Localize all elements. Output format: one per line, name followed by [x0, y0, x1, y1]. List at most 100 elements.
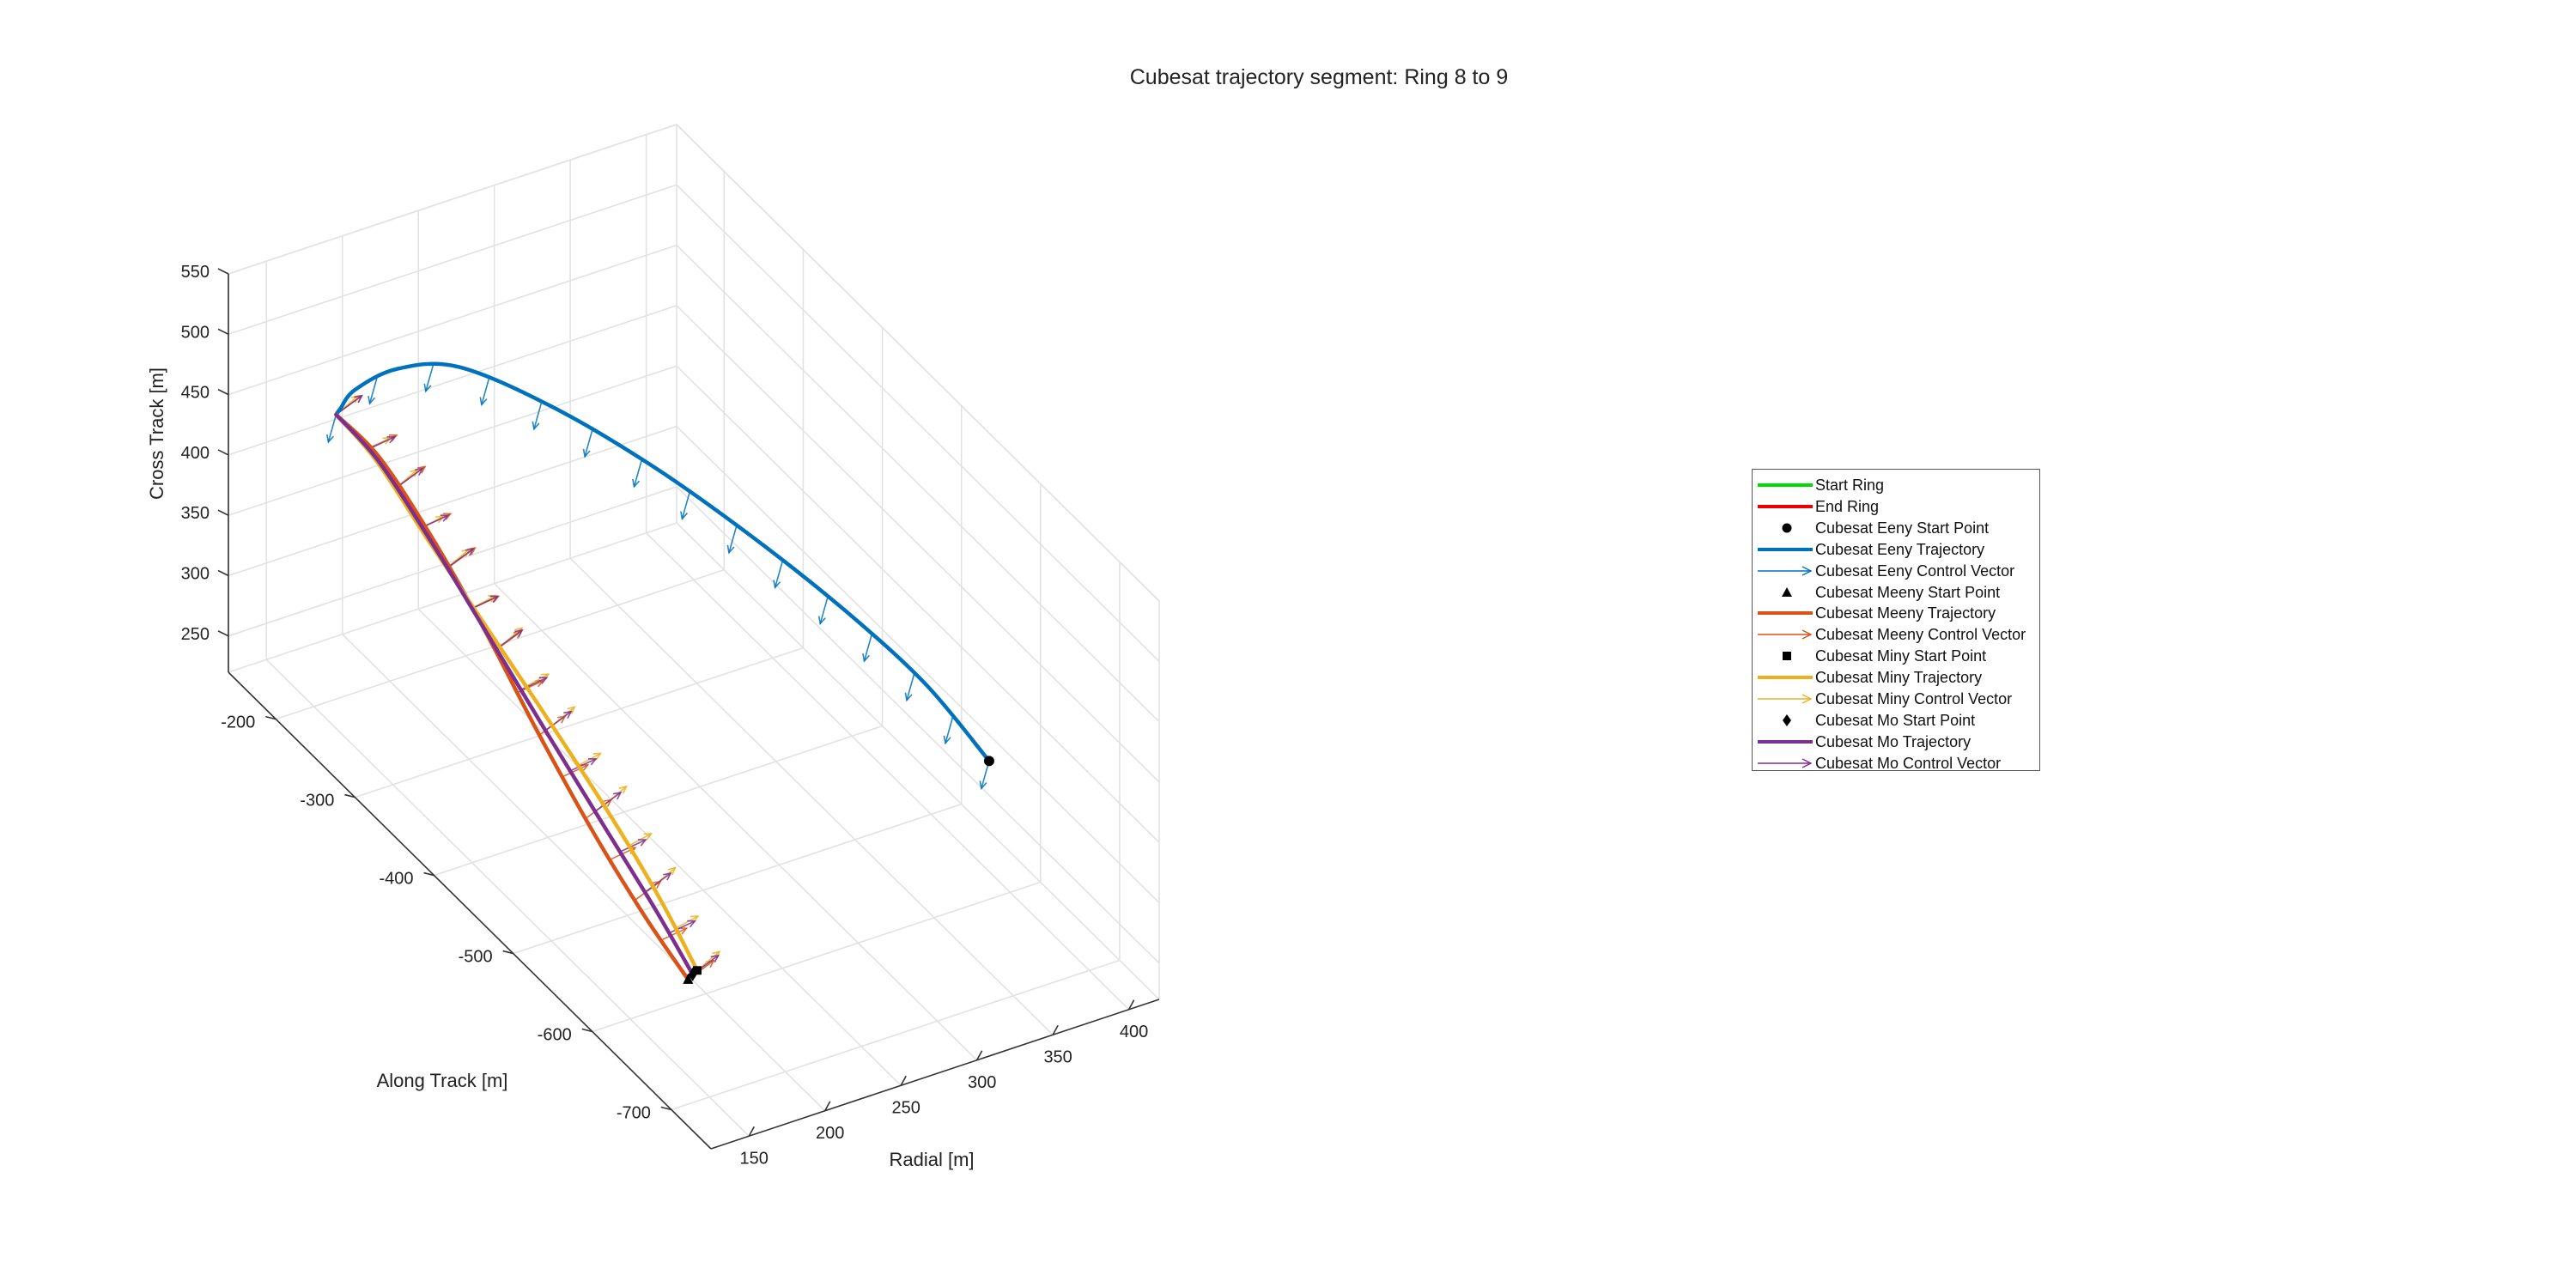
legend-label: Cubesat Eeny Start Point [1815, 519, 1990, 537]
legend-entry: Cubesat Meeny Start Point [1753, 582, 2039, 604]
y-tick-label: -700 [617, 1104, 651, 1123]
legend-swatch [1782, 523, 1792, 533]
start-point-cubesat-miny [692, 966, 702, 975]
legend-label: Cubesat Eeny Control Vector [1815, 562, 2015, 580]
legend-swatch [1758, 758, 1813, 768]
legend-swatch [1758, 739, 1813, 744]
start-markers [683, 756, 994, 984]
legend-entry: Cubesat Mo Trajectory [1753, 732, 2039, 753]
grid-line [434, 725, 883, 877]
legend-label: Cubesat Mo Trajectory [1815, 732, 1971, 750]
legend-swatch [1758, 565, 1813, 576]
control-vector-arrow [680, 491, 691, 521]
x-tick-label: 350 [1043, 1047, 1072, 1066]
x-tick [900, 1075, 907, 1086]
box-edge [676, 124, 1160, 602]
grid-line [671, 959, 1121, 1111]
grid-line [228, 425, 677, 577]
z-tick-label: 250 [181, 625, 210, 644]
start-point-cubesat-eeny [983, 756, 994, 767]
legend-label: Cubesat Miny Start Point [1815, 647, 1987, 665]
grid-line [513, 803, 962, 955]
box-edge [676, 522, 1160, 1000]
legend-swatch [1782, 586, 1792, 597]
control-vector-arrow [471, 595, 500, 610]
y-tick [660, 1106, 672, 1111]
grid-line [676, 245, 1160, 723]
z-tick [217, 388, 229, 396]
box-edge [228, 522, 677, 673]
legend-entry: Cubesat Mo Start Point [1753, 710, 2039, 732]
x-axis-label: Radial [m] [889, 1149, 974, 1170]
grid-line [676, 365, 1160, 843]
box-edge [228, 124, 677, 275]
legend-label: Cubesat Meeny Start Point [1815, 583, 2001, 601]
control-vector-arrow [862, 633, 873, 663]
control-vector-arrow [817, 596, 829, 626]
start-point-cubesat-mo [688, 967, 697, 981]
legend-entry: Cubesat Eeny Trajectory [1753, 539, 2039, 561]
y-tick [265, 715, 276, 720]
legend-swatch [1758, 629, 1813, 640]
control-vector-arrow [368, 375, 379, 405]
trajectory-cubesat-eeny [334, 361, 992, 763]
control-vector-arrow [726, 525, 738, 555]
trajectory-cubesat-mo [334, 412, 695, 977]
control-vector-arrow [582, 428, 593, 458]
legend-swatch [1783, 652, 1791, 661]
z-tick [217, 449, 229, 456]
y-tick-label: -500 [459, 948, 493, 967]
control-vector-arrow [447, 548, 475, 568]
x-tick [975, 1050, 983, 1061]
y-axis-line [228, 671, 712, 1150]
chart-title: Cubesat trajectory segment: Ring 8 to 9 [1130, 65, 1509, 89]
control-vector-arrow [668, 920, 696, 934]
x-tick [1127, 999, 1135, 1011]
x-tick [748, 1126, 755, 1137]
grid-line [228, 486, 677, 637]
z-tick-label: 350 [181, 504, 210, 523]
y-tick [344, 793, 355, 798]
grid-line [676, 305, 1160, 783]
control-vector-arrow [904, 672, 915, 702]
legend-entry: End Ring [1753, 496, 2039, 518]
grid-line [228, 365, 677, 516]
z-tick [217, 569, 229, 577]
grid-line [342, 634, 826, 1112]
control-vector-arrow [773, 560, 784, 590]
x-tick-label: 250 [891, 1098, 920, 1117]
y-tick-label: -400 [380, 870, 414, 889]
y-tick-label: -300 [300, 792, 334, 810]
grid-line [676, 486, 1160, 964]
legend-label: Cubesat Meeny Trajectory [1815, 604, 1996, 622]
control-vector-arrow [660, 927, 689, 941]
control-vector-arrow [326, 414, 337, 444]
legend-entry: Start Ring [1753, 475, 2039, 496]
grid-line [228, 244, 677, 396]
z-tick [217, 328, 229, 336]
grid-line [646, 532, 1130, 1011]
control-vector-arrow [423, 363, 434, 393]
grid-line [417, 608, 902, 1086]
z-tick [217, 509, 229, 516]
grid-line [228, 184, 677, 336]
control-vector-arrow [943, 715, 954, 745]
y-axis-label: Along Track [m] [377, 1070, 508, 1091]
z-axis-label: Cross Track [m] [146, 367, 167, 500]
legend-label: Cubesat Meeny Control Vector [1815, 626, 2026, 644]
legend-swatch [1758, 504, 1813, 508]
control-vector-arrow [619, 839, 647, 853]
x-tick [1052, 1024, 1059, 1035]
legend-entry: Cubesat Eeny Start Point [1753, 518, 2039, 539]
z-tick-label: 550 [181, 263, 210, 282]
control-vector-arrow [368, 436, 397, 450]
legend-swatch [1758, 676, 1813, 680]
control-vector-arrow [644, 872, 672, 893]
legend-entry: Cubesat Meeny Trajectory [1753, 603, 2039, 624]
control-vector-arrow [569, 757, 598, 772]
axes-box [217, 268, 1160, 1150]
tick-labels: 150 200 250 300 350 400 -200 -300 -400 -500 -600 -7… [181, 263, 1149, 1168]
y-tick [581, 1028, 592, 1033]
legend-entry: Cubesat Eeny Control Vector [1753, 561, 2039, 582]
y-tick [423, 871, 434, 877]
